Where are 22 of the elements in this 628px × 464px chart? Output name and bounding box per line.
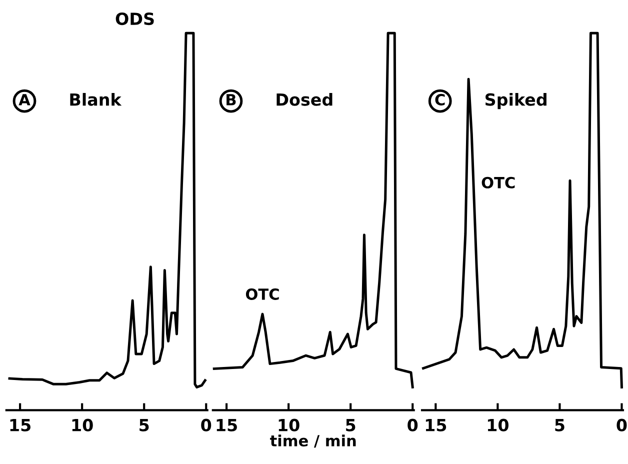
x-tick-label: 0: [408, 418, 418, 432]
x-tick-label: 15: [216, 419, 237, 432]
annotation: Spiked: [486, 92, 546, 110]
annotation: OTC: [246, 288, 279, 300]
x-tick-label: 10: [278, 418, 300, 432]
x-tick-label: 0: [201, 418, 212, 432]
x-tick-label: 15: [426, 419, 446, 432]
annotation: OTC: [482, 176, 515, 188]
x-axis-title: time / min: [270, 434, 356, 448]
annotation: B: [226, 94, 236, 106]
x-tick-label: 15: [10, 419, 30, 432]
x-tick-label: 5: [555, 419, 564, 432]
x-tick-label: 10: [488, 418, 508, 432]
x-tick-label: 0: [616, 418, 627, 432]
annotation: Blank: [70, 92, 122, 106]
annotation: C: [435, 94, 445, 106]
x-tick-label: 5: [140, 419, 149, 432]
x-tick-label: 5: [346, 419, 356, 432]
chart-title: ODS: [116, 12, 154, 26]
annotation: Dosed: [276, 92, 332, 106]
x-tick-label: 10: [72, 418, 93, 432]
annotation: A: [18, 94, 30, 106]
